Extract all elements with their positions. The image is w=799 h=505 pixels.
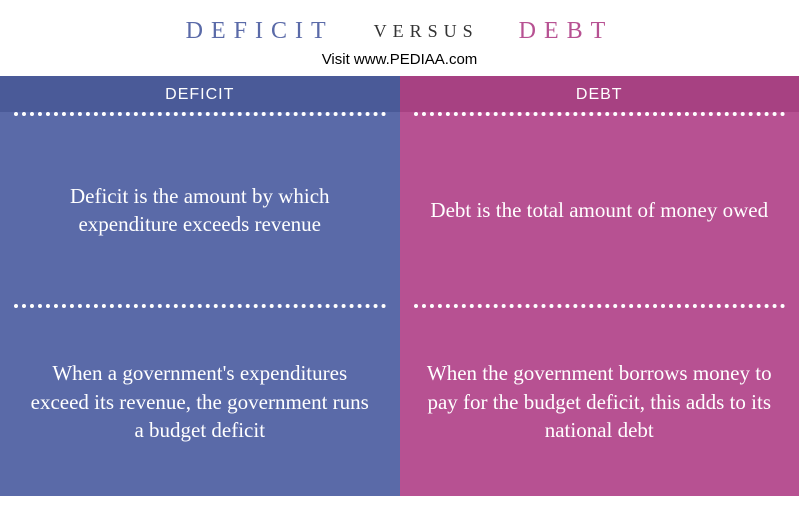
right-column-header: DEBT — [400, 76, 799, 112]
title-row: DEFICIT VERSUS DEBT — [0, 18, 799, 45]
title-versus: VERSUS — [374, 21, 479, 42]
right-column: DEBT Debt is the total amount of money o… — [400, 76, 799, 496]
left-column-header: DEFICIT — [0, 76, 400, 112]
right-cell-2: When the government borrows money to pay… — [400, 308, 799, 496]
header: DEFICIT VERSUS DEBT Visit www.PEDIAA.com — [0, 0, 799, 76]
left-cell-1: Deficit is the amount by which expenditu… — [0, 116, 400, 304]
comparison-table: DEFICIT Deficit is the amount by which e… — [0, 76, 799, 496]
right-cell-1: Debt is the total amount of money owed — [400, 116, 799, 304]
left-cell-2: When a government's expenditures exceed … — [0, 308, 400, 496]
title-left-term: DEFICIT — [186, 18, 334, 45]
title-right-term: DEBT — [519, 18, 614, 45]
subtitle: Visit www.PEDIAA.com — [0, 51, 799, 68]
left-column: DEFICIT Deficit is the amount by which e… — [0, 76, 400, 496]
